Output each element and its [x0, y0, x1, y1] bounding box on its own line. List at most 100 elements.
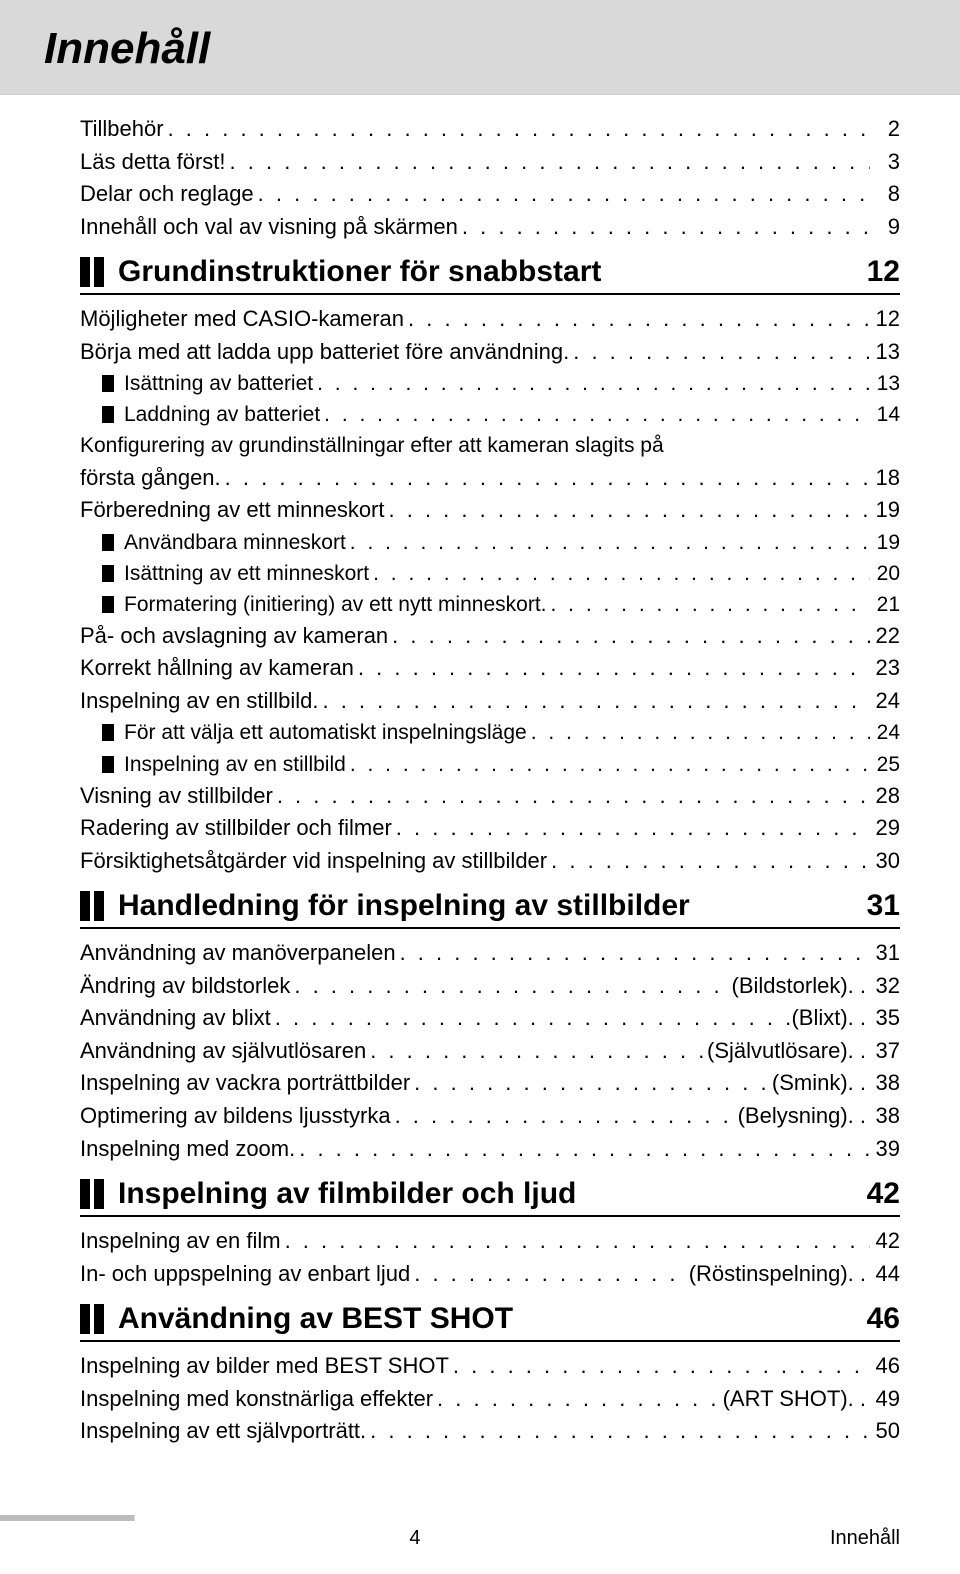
toc-leader-dots: . . . . . . . . . . . . . . . . . . . . … [226, 146, 870, 179]
toc-leader-dots: . . . . . . . . . . . . . . . . . . . . … [458, 211, 870, 244]
toc-entry: Inspelning av vackra porträttbilder. . .… [80, 1067, 900, 1100]
bullet-icon [102, 596, 114, 613]
toc-page: 38 [870, 1100, 900, 1133]
toc-label: För att välja ett automatiskt inspelning… [80, 717, 527, 748]
toc-label: Användning av manöverpanelen [80, 937, 396, 970]
toc-entry: Användning av självutlösaren. . . . . . … [80, 1035, 900, 1068]
toc-page: 25 [870, 749, 900, 780]
section-mark-icon [80, 891, 104, 921]
toc-page: 9 [870, 211, 900, 244]
toc-leader-dots: . . . . . . . . . . . . . . . . . . . . … [385, 494, 871, 527]
toc-label: Förberedning av ett minneskort [80, 494, 385, 527]
section-page: 42 [867, 1177, 900, 1211]
toc-label: På- och avslagning av kameran [80, 620, 388, 653]
bullet-icon [102, 565, 114, 582]
toc-page: 31 [870, 937, 900, 970]
toc-leader-dots: . . . . . . . . . . . . . . . . . . . . … [273, 780, 870, 813]
toc-subentry: För att välja ett automatiskt inspelning… [80, 717, 900, 748]
toc-leader-dots: . . . . . . . . . . . . . . . . . . . . … [318, 685, 870, 718]
intro-toc: Tillbehör . . . . . . . . . . . . . . . .… [80, 113, 900, 243]
toc-entry: Inspelning av bilder med BEST SHOT. . . … [80, 1350, 900, 1383]
toc-page: 22 [870, 620, 900, 653]
toc-page: 29 [870, 812, 900, 845]
section-mark-icon [80, 1179, 104, 1209]
section-title: Grundinstruktioner för snabbstart [118, 255, 867, 289]
toc-label: Inspelning av ett självporträtt. [80, 1415, 366, 1448]
toc-label: Tillbehör [80, 113, 164, 146]
toc-leader-dots: . . . . . . . . . . . . . . . . . . . . … [449, 1350, 870, 1383]
toc-entry: Delar och reglage. . . . . . . . . . . .… [80, 178, 900, 211]
toc-leader-dots: . . . . . . . . . . . . . . . . . . . . … [254, 178, 870, 211]
toc-entry: Konfigurering av grundinställningar efte… [80, 430, 900, 461]
toc-label: Inspelning av en film [80, 1225, 281, 1258]
toc-label: Användning av blixt [80, 1002, 271, 1035]
content-area: Tillbehör . . . . . . . . . . . . . . . .… [0, 95, 960, 1448]
toc-label: Börja med att ladda upp batteriet före a… [80, 336, 569, 369]
toc-entry: Användning av blixt. . . . . . . . . . .… [80, 1002, 900, 1035]
toc-suffix: (Blixt). . [791, 1002, 870, 1035]
toc-leader-dots: . . . . . . . . . . . . . . . . . . . . … [433, 1383, 723, 1416]
section-mark-icon [80, 1304, 104, 1334]
toc-page: 12 [870, 303, 900, 336]
toc-entry: Förberedning av ett minneskort. . . . . … [80, 494, 900, 527]
bullet-icon [102, 534, 114, 551]
toc-label: Laddning av batteriet [80, 399, 320, 430]
toc-suffix: (Självutlösare). . [707, 1035, 870, 1068]
section-heading: Handledning för inspelning av stillbilde… [80, 889, 900, 929]
toc-leader-dots: . . . . . . . . . . . . . . . . . . . . … [271, 1002, 792, 1035]
toc-label: Visning av stillbilder [80, 780, 273, 813]
toc-entry: Ändring av bildstorlek. . . . . . . . . … [80, 970, 900, 1003]
toc-entry: Inspelning av en stillbild.. . . . . . .… [80, 685, 900, 718]
toc-label: Formatering (initiering) av ett nytt min… [80, 589, 546, 620]
toc-leader-dots: . . . . . . . . . . . . . . . . . . . . … [546, 589, 870, 620]
footer-label: Innehåll [830, 1527, 900, 1550]
toc-label: Inspelning av en stillbild. [80, 685, 318, 718]
bullet-icon [102, 375, 114, 392]
toc-leader-dots: . . . . . . . . . . . . . . . . . . . . … [295, 1133, 870, 1166]
toc-leader-dots: . . . . . . . . . . . . . . . . . . . . … [313, 368, 870, 399]
section-heading: Användning av BEST SHOT46 [80, 1302, 900, 1342]
toc-entry: Visning av stillbilder. . . . . . . . . … [80, 780, 900, 813]
toc-entry: Radering av stillbilder och filmer. . . … [80, 812, 900, 845]
section-heading: Grundinstruktioner för snabbstart12 [80, 255, 900, 295]
toc-section: Handledning för inspelning av stillbilde… [80, 889, 900, 1165]
toc-page: 24 [870, 685, 900, 718]
toc-entry: Inspelning av en film. . . . . . . . . .… [80, 1225, 900, 1258]
toc-leader-dots: . . . . . . . . . . . . . . . . . . . . … [547, 845, 870, 878]
toc-page: 32 [870, 970, 900, 1003]
toc-entry: Inspelning med konstnärliga effekter. . … [80, 1383, 900, 1416]
toc-page: 49 [870, 1383, 900, 1416]
toc-leader-dots: . . . . . . . . . . . . . . . . . . . . … [396, 937, 870, 970]
toc-page: 46 [870, 1350, 900, 1383]
toc-label: Delar och reglage [80, 178, 254, 211]
toc-entry: Inspelning av ett självporträtt.. . . . … [80, 1415, 900, 1448]
toc-subentry: Isättning av batteriet. . . . . . . . . … [80, 368, 900, 399]
toc-leader-dots: . . . . . . . . . . . . . . . . . . . . … [354, 652, 870, 685]
footer-rule [0, 1515, 960, 1521]
toc-page: 50 [870, 1415, 900, 1448]
bullet-icon [102, 406, 114, 423]
toc-page: 28 [870, 780, 900, 813]
toc-leader-dots: . . . . . . . . . . . . . . . . . . . . … [569, 336, 870, 369]
toc-page: 35 [870, 1002, 900, 1035]
section-title: Inspelning av filmbilder och ljud [118, 1177, 867, 1211]
bullet-icon [102, 724, 114, 741]
toc-page: 13 [870, 336, 900, 369]
toc-label: Isättning av ett minneskort [80, 558, 369, 589]
toc-page: 13 [870, 368, 900, 399]
toc-entry: In- och uppspelning av enbart ljud. . . … [80, 1258, 900, 1291]
toc-page: 21 [870, 589, 900, 620]
toc-leader-dots: . . . . . . . . . . . . . . . . . . . . … [410, 1258, 688, 1291]
toc-entry: Möjligheter med CASIO-kameran. . . . . .… [80, 303, 900, 336]
toc-label: In- och uppspelning av enbart ljud [80, 1258, 410, 1291]
toc-label: första gången. [80, 462, 221, 495]
toc-subentry: Användbara minneskort. . . . . . . . . .… [80, 527, 900, 558]
section-page: 31 [867, 889, 900, 923]
toc-page: 23 [870, 652, 900, 685]
toc-entry: Optimering av bildens ljusstyrka. . . . … [80, 1100, 900, 1133]
toc-label: Ändring av bildstorlek [80, 970, 290, 1003]
toc-leader-dots: . . . . . . . . . . . . . . . . . . . . … [391, 1100, 738, 1133]
toc-page: 30 [870, 845, 900, 878]
toc-page: 39 [870, 1133, 900, 1166]
sections-toc: Grundinstruktioner för snabbstart12Möjli… [80, 255, 900, 1448]
